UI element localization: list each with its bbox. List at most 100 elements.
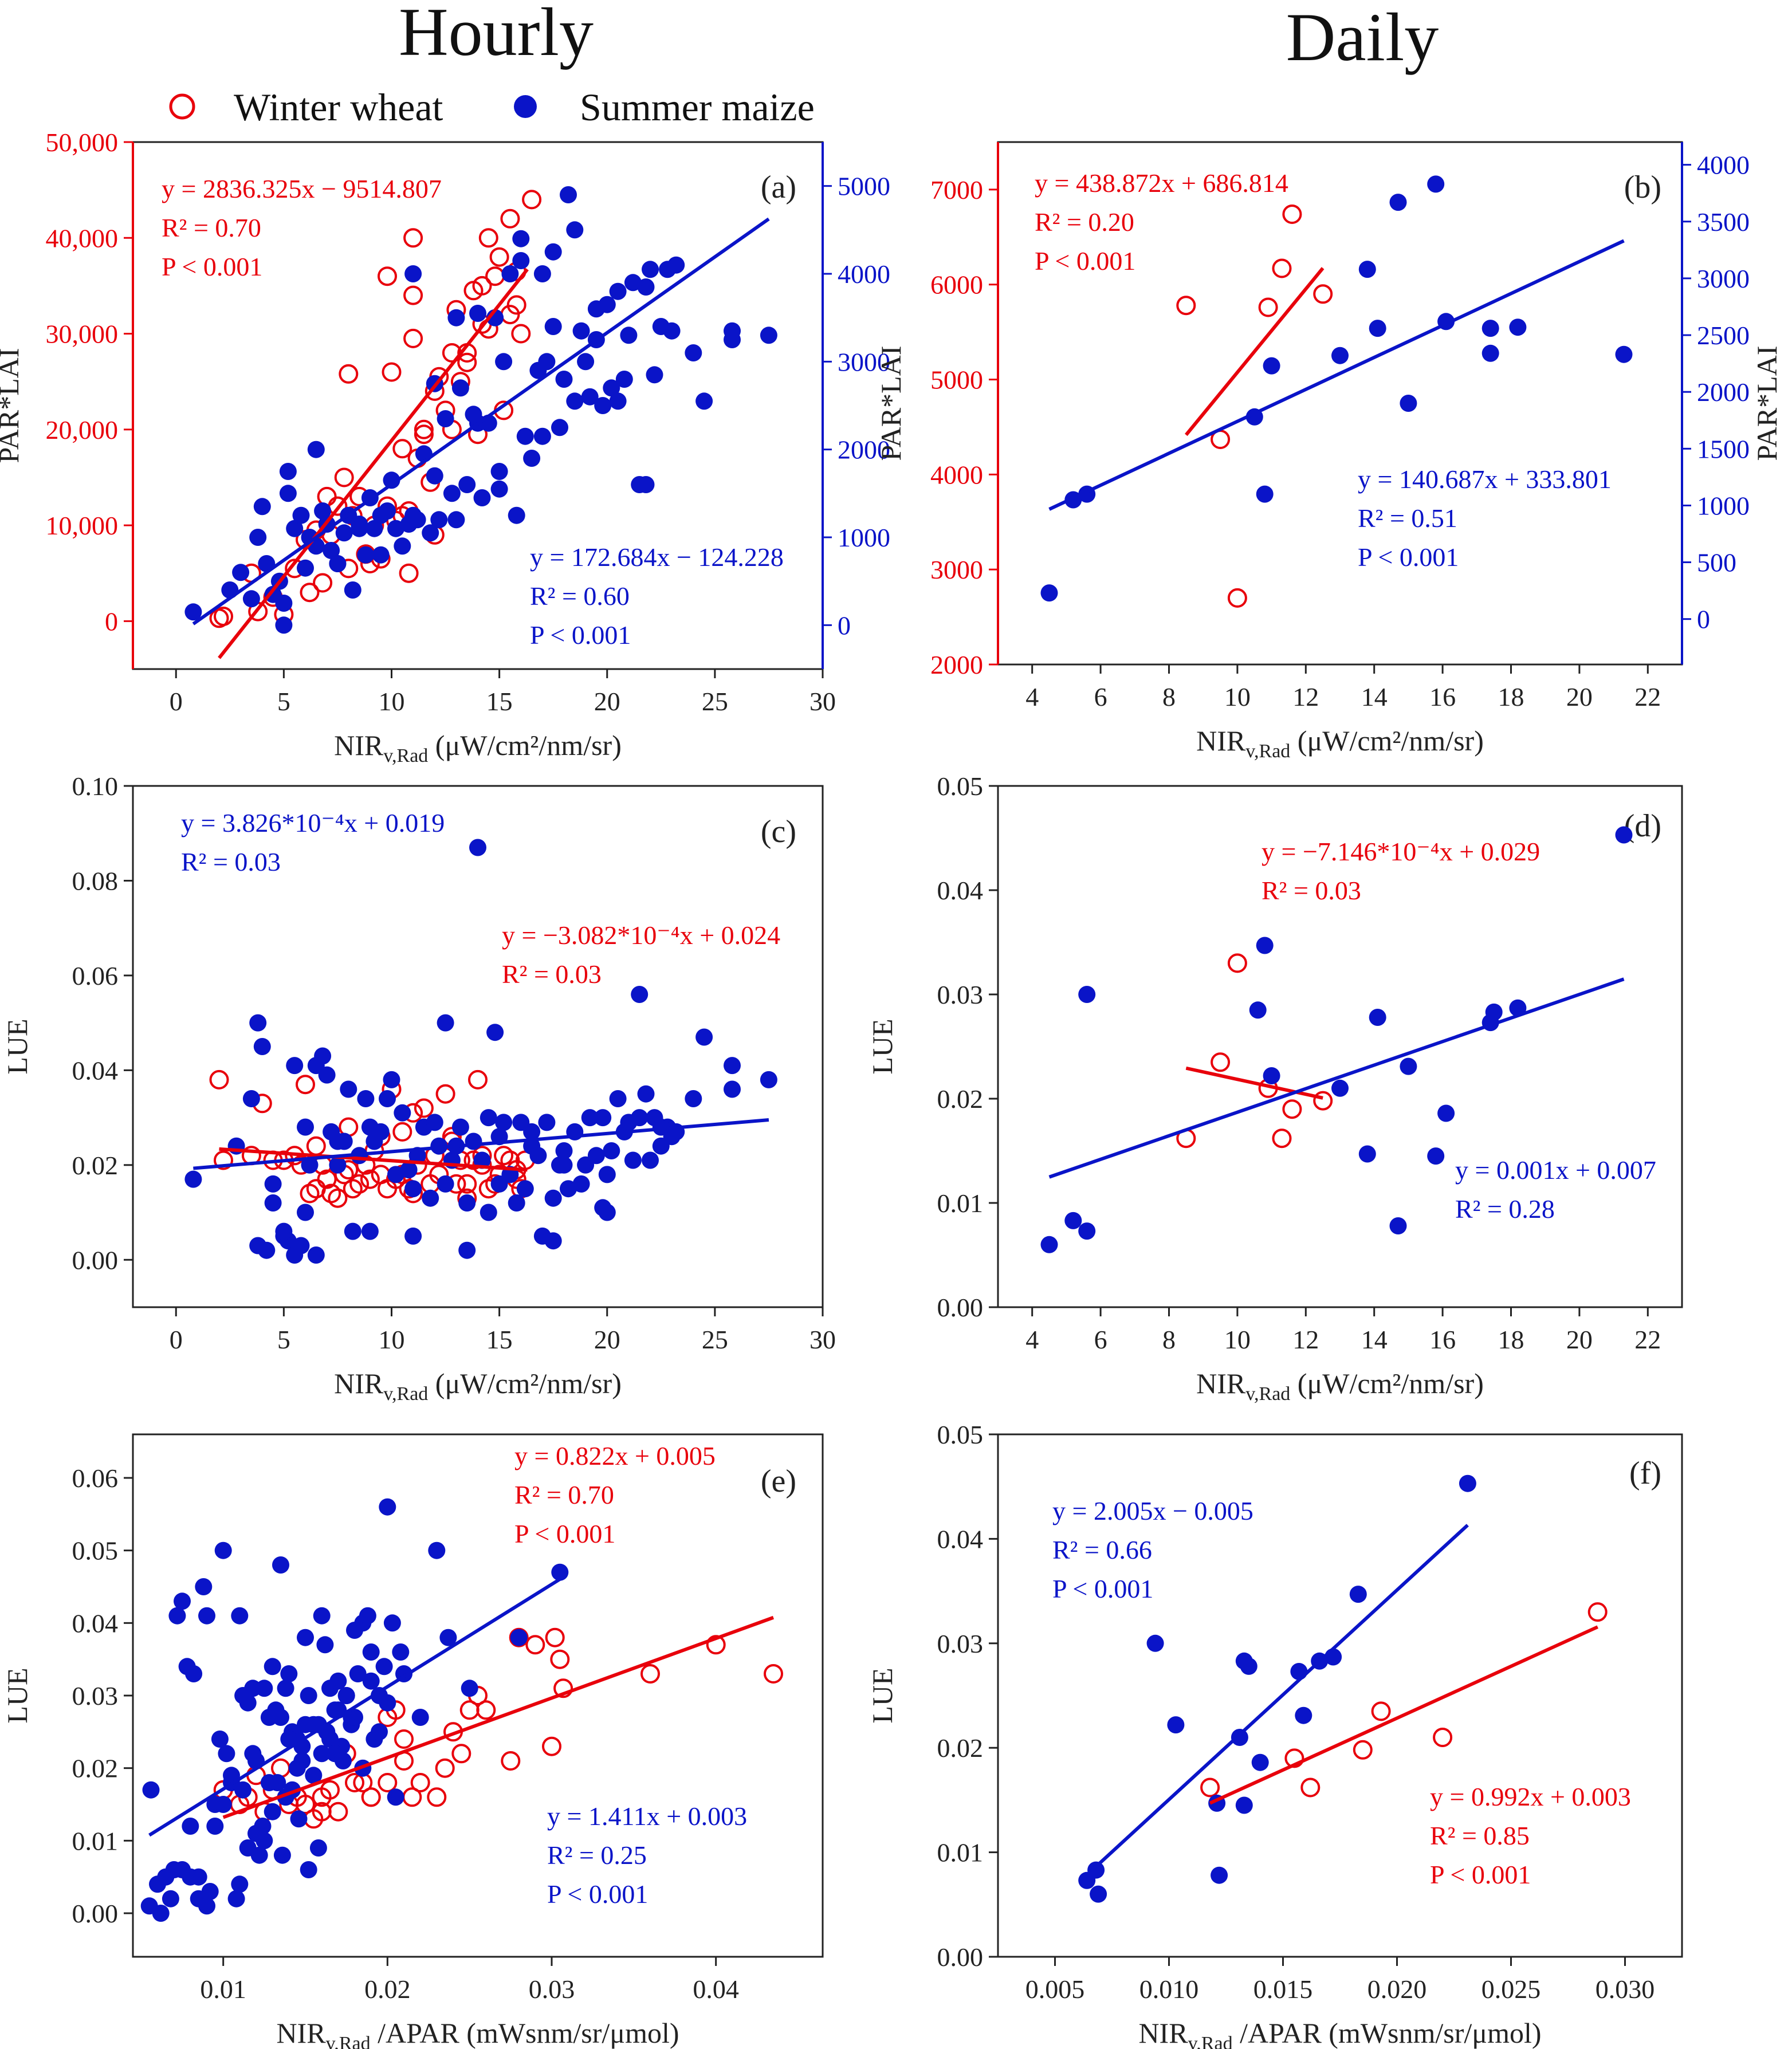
data-point — [300, 1861, 317, 1878]
data-point — [372, 546, 390, 564]
data-point — [249, 1237, 267, 1254]
data-point — [516, 427, 534, 445]
annotation-line: R² = 0.28 — [1455, 1194, 1555, 1224]
data-point — [1369, 1009, 1386, 1026]
annotation-line: P < 0.001 — [1052, 1574, 1153, 1603]
data-point — [378, 266, 397, 286]
data-point — [594, 397, 612, 414]
x-tick-label: 18 — [1498, 1325, 1524, 1354]
data-point — [234, 1687, 252, 1704]
data-point — [394, 1104, 411, 1122]
data-point — [168, 1607, 186, 1625]
data-point — [1369, 320, 1386, 337]
y2-tick-label: 4000 — [1697, 151, 1750, 180]
data-point — [447, 309, 465, 327]
y2-tick-label: 0 — [1697, 605, 1710, 634]
data-point — [1295, 1706, 1312, 1724]
data-point — [403, 228, 423, 248]
data-point — [305, 1767, 323, 1784]
data-point — [512, 252, 530, 269]
data-point — [1389, 1217, 1407, 1234]
data-point — [1040, 584, 1058, 602]
data-point — [426, 467, 443, 485]
data-point — [581, 388, 599, 406]
data-point — [642, 261, 659, 278]
data-point — [587, 1147, 605, 1165]
x-tick-label: 20 — [1566, 1325, 1593, 1354]
data-point — [279, 463, 297, 480]
data-point — [399, 563, 419, 583]
data-point — [366, 520, 383, 537]
x-axis-label: NIRv,Rad (μW/cm²/nm/sr) — [334, 729, 622, 766]
y-tick-label: 0.01 — [72, 1826, 119, 1855]
legend-label-winter-wheat: Winter wheat — [234, 85, 443, 129]
data-point — [297, 1629, 314, 1646]
fit-line — [218, 268, 529, 659]
y-tick-label: 0.05 — [72, 1536, 119, 1566]
data-point — [1282, 1099, 1302, 1119]
x-tick-label: 0 — [170, 687, 183, 716]
data-point — [297, 559, 314, 577]
y-tick-label: 50,000 — [46, 128, 119, 157]
data-point — [273, 1846, 291, 1864]
data-point — [400, 1161, 418, 1179]
x-axis-label: NIRv,Rad (μW/cm²/nm/sr) — [1196, 1367, 1484, 1405]
y-tick-label: 0.02 — [72, 1754, 119, 1783]
data-point — [1258, 297, 1278, 317]
y2-tick-label: 0 — [838, 611, 851, 640]
data-point — [598, 1204, 616, 1221]
fit-line — [148, 1578, 561, 1837]
plot-frame — [997, 785, 1683, 1308]
panel-label: (e) — [761, 1464, 796, 1499]
fit-annotation: y = 0.822x + 0.005 R² = 0.70 P < 0.001 — [514, 1441, 716, 1548]
y2-tick-label: 2500 — [1697, 321, 1750, 350]
annotation-line: R² = 0.66 — [1052, 1535, 1152, 1564]
data-point — [264, 1194, 282, 1212]
data-point — [1481, 344, 1499, 362]
data-point — [637, 278, 655, 296]
data-point — [290, 1810, 308, 1828]
annotation-line: R² = 0.20 — [1035, 207, 1134, 237]
data-point — [1509, 318, 1527, 336]
series-summer-maize — [140, 1498, 569, 1922]
series-summer-maize — [1040, 826, 1633, 1253]
data-point — [320, 1780, 340, 1800]
annotation-line: y = 2836.325x − 9514.807 — [162, 174, 442, 203]
fit-annotation: y = 2836.325x − 9514.807 R² = 0.70 P < 0.0… — [162, 174, 442, 281]
data-point — [227, 1890, 245, 1908]
data-point — [1427, 175, 1445, 193]
fit-annotation: y = 172.684x − 124.228 R² = 0.60 P < 0.001 — [530, 542, 784, 650]
data-point — [603, 379, 620, 397]
annotation-line: y = 0.001x + 0.007 — [1455, 1155, 1656, 1185]
data-point — [221, 581, 239, 599]
y2-tick-label: 1000 — [838, 523, 890, 552]
data-point — [430, 511, 448, 529]
data-point — [264, 1803, 281, 1820]
data-point — [1290, 1663, 1308, 1680]
data-point — [314, 502, 332, 520]
data-point — [184, 603, 202, 621]
data-point — [272, 1709, 289, 1726]
data-point — [254, 1818, 272, 1835]
data-point — [253, 498, 271, 516]
data-point — [286, 520, 304, 537]
data-point — [458, 1194, 476, 1212]
data-point — [211, 1731, 229, 1748]
y-tick-label: 0.04 — [72, 1608, 119, 1638]
data-point — [642, 1151, 659, 1169]
data-point — [1263, 1067, 1280, 1084]
legend-marker-winter-wheat — [169, 93, 195, 120]
data-point — [1240, 1657, 1257, 1675]
data-point — [1587, 1602, 1608, 1622]
data-point — [538, 353, 556, 371]
x-tick-label: 14 — [1361, 1325, 1388, 1354]
x-axis-label: NIRv,Rad /APAR (mWsnm/sr/μmol) — [1138, 2017, 1541, 2049]
annotation-line: P < 0.001 — [1035, 246, 1135, 276]
data-point — [272, 1556, 289, 1574]
data-point — [490, 463, 508, 480]
data-point — [318, 1066, 336, 1084]
x-tick-label: 20 — [594, 1325, 620, 1354]
data-point — [663, 322, 681, 340]
x-tick-label: 16 — [1429, 1325, 1456, 1354]
fit-line — [1209, 1625, 1598, 1805]
